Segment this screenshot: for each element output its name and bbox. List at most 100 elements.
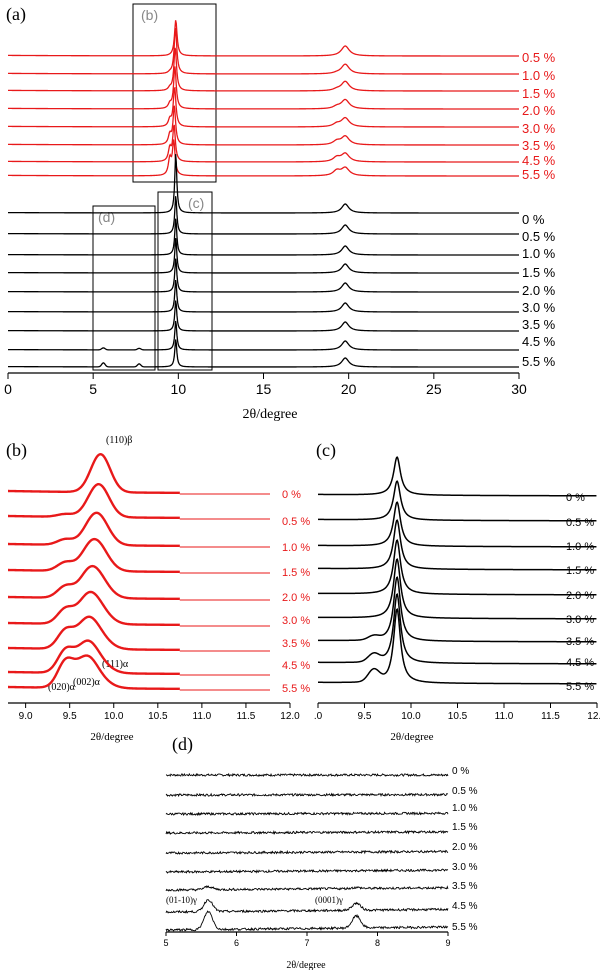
panel-c-x-tick-label: 12.0 [587,711,600,722]
annotation-111-alpha: (111)α [102,659,129,670]
panel-a-black-trace [8,238,519,274]
panel-a-red-trace [7,47,519,92]
panel-d-series-label: 0 % [452,766,469,777]
panel-d-trace [165,829,449,836]
panel-d-x-tick-label: 6 [234,938,239,948]
annotation-01-10-gamma: (01-10)γ [166,895,197,905]
panel-b-xlabel: 2θ/degree [90,731,133,743]
panel-label-a: (a) [6,4,26,25]
panel-a-red-trace [7,124,519,163]
panel-b-x-tick-label: 9.0 [19,711,33,722]
panel-b-series-label: 1.0 % [282,542,310,554]
panel-d-series-label: 1.5 % [452,822,478,833]
zoom-box-c-label: (c) [188,195,204,211]
panel-d-trace [165,792,449,798]
panel-b-series-label: 1.5 % [282,567,310,579]
panel-a-black-trace [8,279,519,313]
panel-b-trace [7,537,180,574]
zoom-box-c [157,191,213,371]
panel-d-trace [165,811,449,817]
panel-d-series-label: 4.5 % [452,901,478,912]
panel-a-red-series-label: 0.5 % [522,50,556,65]
panel-d-series-label: 1.0 % [452,803,478,814]
zoom-box-b-label: (b) [141,7,158,23]
panel-c-x-tick-label: 11.0 [495,711,514,722]
panel-a-black-series-label: 3.5 % [522,317,556,332]
panel-c-trace [318,558,597,620]
panel-label-d: (d) [172,734,193,755]
panel-a-black-series-label: 1.5 % [522,265,556,280]
panel-a-red-trace [7,66,519,110]
panel-c-x-tick-label: 9.5 [358,711,372,722]
panel-d-trace [165,849,449,855]
panel-d-x-tick-label: 9 [445,938,450,948]
panel-a-xlabel: 2θ/degree [243,407,298,422]
panel-a-black-trace [8,154,519,214]
panel-a-red-series-label: 4.5 % [522,153,556,168]
panel-a-x-tick-label: 25 [426,381,442,397]
panel-c-series-label: 4.5 % [566,657,594,669]
panel-c-x-tick-label: 11.5 [541,711,560,722]
panel-a-black-trace [8,258,519,293]
panel-a-red-series-label: 3.0 % [522,121,556,136]
panel-b-x-tick-label: 11.0 [193,711,212,722]
panel-c-series-label: 0 % [566,492,585,504]
panel-d-trace [165,772,449,778]
panel-c-x-tick-label: .0 [314,711,323,722]
panel-d-series-label: 5.5 % [452,922,478,933]
panel-b-series-label: 3.0 % [282,615,310,627]
panel-b-trace [7,654,180,691]
panel-a-black-trace [8,218,519,256]
panel-a-x-tick-label: 30 [511,381,527,397]
panel-b-trace [7,590,180,627]
panel-c-series-label: 3.5 % [566,636,594,648]
panel-d-series-label: 3.5 % [452,881,478,892]
panel-a-red-trace [7,27,519,75]
panel-c-xlabel: 2θ/degree [390,731,433,743]
panel-a-red-series-label: 5.5 % [522,167,556,182]
panel-a-red-series-label: 1.0 % [522,68,556,83]
panel-b-series-label: 4.5 % [282,660,310,672]
panel-b-x-tick-label: 11.5 [237,711,256,722]
panel-d-x-tick-label: 7 [304,938,309,948]
panel-b-x-tick-label: 10.5 [148,711,168,722]
panel-b-x-tick-label: 10.0 [104,711,124,722]
panel-b-trace [7,564,180,601]
panel-a-black-trace [8,339,519,368]
panel-a-black-series-label: 3.0 % [522,300,556,315]
panel-c-series-label: 3.0 % [566,614,594,626]
panel-c-trace [317,519,597,571]
panel-d-trace [165,868,449,874]
panel-c-trace [318,539,597,596]
panel-a-x-tick-label: 20 [341,381,357,397]
panel-c-trace [317,608,597,685]
panel-a-red-trace [7,86,519,128]
annotation-0001-gamma: (0001)γ [315,895,343,905]
panel-d-trace [165,899,449,914]
panel-d-series-label: 0.5 % [452,786,478,797]
panel-label-b: (b) [6,440,27,461]
panel-c-trace [318,501,597,548]
panel-c-trace [318,593,597,665]
zoom-box-d-label: (d) [98,209,115,225]
panel-b-series-label: 3.5 % [282,638,310,650]
panel-b-series-label: 0.5 % [282,516,310,528]
panel-c-x-tick-label: 10.5 [448,711,468,722]
panel-c-series-label: 1.5 % [566,565,594,577]
panel-b-series-label: 2.0 % [282,592,310,604]
panel-a-black-series-label: 0 % [522,212,545,227]
panel-b-x-tick-label: 12.0 [280,711,300,722]
panel-a-red-trace [7,105,519,146]
panel-label-c: (c) [316,440,336,461]
panel-d-x-tick-label: 8 [375,938,380,948]
panel-c-series-label: 0.5 % [566,517,594,529]
panel-a-black-series-label: 4.5 % [522,334,556,349]
panel-d-series-label: 2.0 % [452,842,478,853]
panel-a-black-trace [8,300,519,332]
panel-b-trace [7,482,180,520]
panel-d-trace [165,885,449,892]
panel-a-red-trace [7,139,519,177]
panel-b-series-label: 0 % [282,489,301,501]
panel-a-black-series-label: 2.0 % [522,283,556,298]
panel-a-x-tick-label: 5 [89,381,97,397]
